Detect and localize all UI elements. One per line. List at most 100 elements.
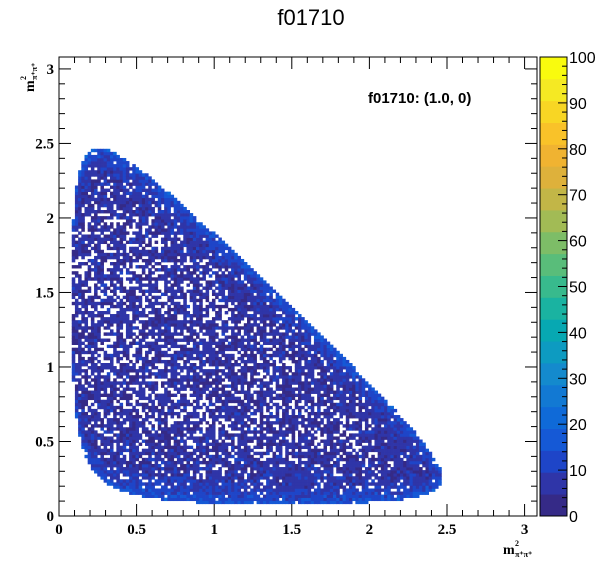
heatmap-cell [81,289,85,293]
heatmap-cell [215,344,219,349]
heatmap-cell [160,292,165,297]
heatmap-cell [145,243,149,248]
heatmap-cell [78,191,82,196]
heatmap-cell [173,411,178,416]
heatmap-cell [247,338,251,342]
heatmap-cell [81,359,85,364]
heatmap-cell [211,249,216,254]
heatmap-cell [148,231,152,235]
heatmap-cell [180,304,184,309]
heatmap-cell [291,463,296,468]
heatmap-cell [282,411,286,416]
heatmap-cell [208,356,213,361]
heatmap-cell [119,350,124,355]
heatmap-cell [148,405,152,410]
heatmap-cell [196,366,200,370]
heatmap-cell [294,491,299,495]
heatmap-cell [199,476,203,480]
heatmap-cell [74,292,79,297]
heatmap-cell [288,467,292,471]
heatmap-cell [259,277,264,281]
heatmap-cell [227,335,232,339]
heatmap-cell [192,405,197,410]
heatmap-cell [272,457,277,462]
heatmap-cell [183,219,187,223]
heatmap-cell [84,359,89,364]
heatmap-cell [74,252,79,257]
heatmap-cell [180,448,184,453]
heatmap-cell [81,433,85,437]
heatmap-cell [129,424,133,428]
heatmap-cell [154,240,159,245]
heatmap-cell [227,460,232,465]
heatmap-cell [173,289,178,293]
heatmap-cell [167,353,171,358]
heatmap-cell [74,191,79,196]
heatmap-cell [202,225,206,229]
heatmap-cell [298,476,302,480]
heatmap-cell [103,338,108,342]
heatmap-cell [145,482,149,486]
heatmap-cell [215,387,219,391]
heatmap-cell [278,460,283,465]
heatmap-cell [266,491,270,495]
heatmap-cell [247,347,251,352]
heatmap-cell [259,473,264,477]
heatmap-cell [97,433,101,437]
heatmap-cell [154,301,159,306]
heatmap-cell [247,430,251,434]
heatmap-cell [135,277,140,281]
heatmap-cell [266,500,270,505]
heatmap-cell [243,482,248,486]
heatmap-cell [116,200,120,205]
heatmap-cell [196,249,200,254]
heatmap-cell [218,246,222,251]
heatmap-cell [122,467,127,471]
heatmap-cell [170,194,175,199]
heatmap-cell [135,176,140,180]
heatmap-cell [215,310,219,315]
heatmap-cell [122,320,127,324]
heatmap-cell [237,408,241,413]
heatmap-cell [262,280,267,284]
heatmap-cell [135,402,140,407]
heatmap-cell [278,396,283,401]
heatmap-cell [243,494,248,498]
heatmap-cell [269,491,273,495]
heatmap-cell [90,356,95,361]
heatmap-cell [183,292,187,297]
heatmap-cell [84,237,89,241]
heatmap-cell [167,378,171,382]
heatmap-cell [151,222,155,226]
heatmap-cell [211,381,216,385]
heatmap-cell [84,194,89,199]
heatmap-cell [192,408,197,413]
heatmap-cell [186,249,191,254]
heatmap-cell [103,467,108,471]
heatmap-cell [176,243,181,248]
heatmap-cell [253,347,257,352]
heatmap-cell [100,457,104,462]
heatmap-cell [285,430,289,434]
heatmap-cell [259,381,264,385]
heatmap-cell [173,402,178,407]
heatmap-cell [97,210,101,214]
heatmap-cell [199,448,203,453]
heatmap-cell [173,350,178,355]
heatmap-cell [138,283,143,287]
heatmap-cell [157,347,162,352]
heatmap-cell [243,439,248,443]
heatmap-cell [164,433,168,437]
heatmap-cell [157,206,162,211]
heatmap-cell [151,234,155,238]
heatmap-cell [243,436,248,440]
heatmap-cell [291,418,296,422]
heatmap-cell [151,363,155,367]
heatmap-cell [145,485,149,489]
heatmap-cell [145,439,149,443]
heatmap-cell [74,225,79,229]
heatmap-cell [186,430,191,434]
heatmap-cell [199,252,203,257]
heatmap-cell [138,240,143,245]
heatmap-cell [250,411,254,416]
